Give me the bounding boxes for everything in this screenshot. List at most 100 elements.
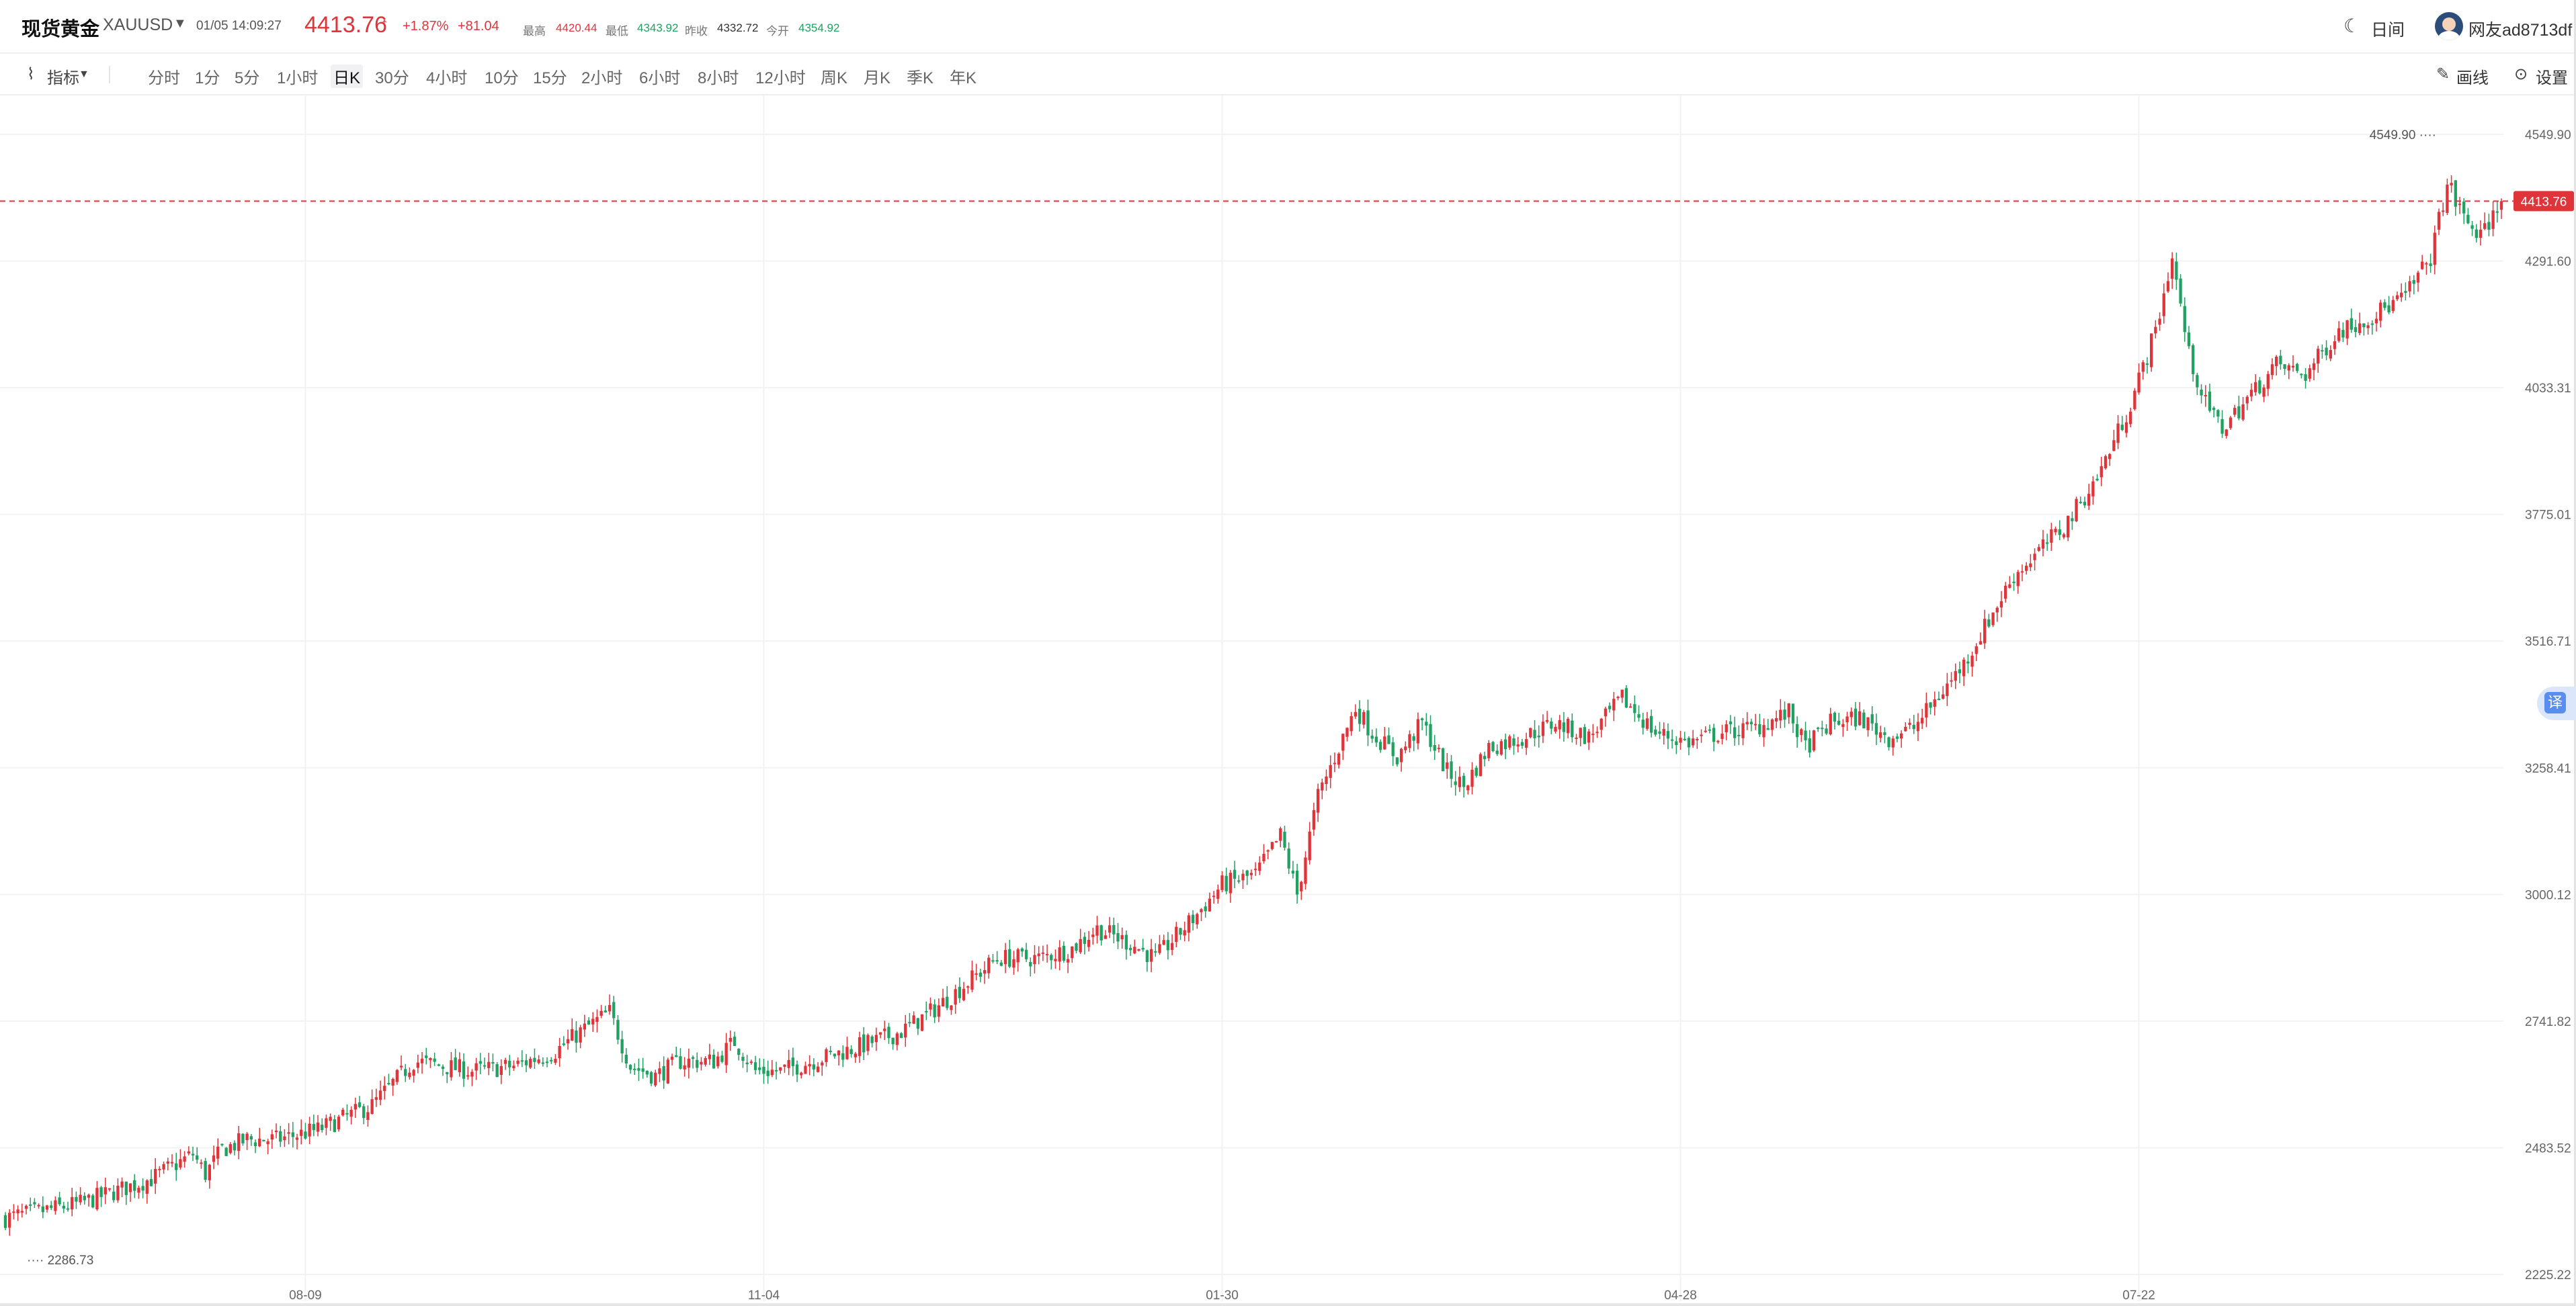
candle-body: [1216, 889, 1220, 899]
candle-body: [1183, 930, 1186, 936]
candle-body: [1508, 736, 1511, 748]
candle-body: [1366, 710, 1370, 736]
candle-body: [1954, 670, 1957, 681]
y-axis-label: 3258.41: [2525, 762, 2571, 776]
interval-6h[interactable]: 6小时: [639, 69, 681, 87]
candle-body: [2329, 349, 2332, 359]
interval-1h[interactable]: 1小时: [277, 69, 319, 87]
candle-body: [1512, 738, 1515, 746]
candle-body: [2300, 374, 2303, 376]
candle-body: [1474, 767, 1478, 776]
candle-body: [2391, 300, 2395, 311]
interval-day-k[interactable]: 日K: [331, 64, 364, 88]
candle-body: [458, 1059, 462, 1072]
candle-body: [1933, 699, 1936, 707]
candle-body: [1845, 716, 1849, 723]
username[interactable]: 网友ad8713df: [2468, 21, 2573, 40]
translate-button[interactable]: 译: [2537, 687, 2576, 720]
candle-body: [2037, 547, 2040, 551]
candle-body: [1220, 875, 1224, 890]
candle-body: [616, 1020, 620, 1040]
candle-body: [62, 1205, 65, 1209]
indicator-icon[interactable]: ⌇: [27, 65, 35, 83]
candle-body: [1866, 717, 1870, 730]
settings-button[interactable]: 设置: [2536, 69, 2568, 87]
translate-icon[interactable]: 译: [2544, 692, 2566, 713]
interval-15min[interactable]: 15分: [533, 69, 567, 87]
moon-icon[interactable]: ☾: [2343, 15, 2361, 36]
interval-month-k[interactable]: 月K: [864, 69, 891, 87]
candle-body: [633, 1068, 636, 1070]
candle-body: [1170, 943, 1174, 950]
interval-1min[interactable]: 1分: [195, 69, 220, 87]
candle-body: [274, 1130, 278, 1133]
candle-body: [1175, 926, 1178, 943]
candle-body: [1854, 708, 1858, 727]
candle-body: [1687, 738, 1691, 748]
candle-body: [183, 1156, 186, 1162]
interval-year-k[interactable]: 年K: [950, 69, 977, 87]
y-axis-label: 2483.52: [2525, 1141, 2571, 1156]
interval-10min[interactable]: 10分: [485, 69, 519, 87]
low-value: 4343.92: [637, 21, 679, 34]
candlestick-chart[interactable]: 4549.90 4291.60 4033.31 3775.01 3516.71 3258.…: [0, 95, 2574, 1306]
interval-week-k[interactable]: 周K: [821, 69, 848, 87]
candle-body: [1446, 762, 1449, 769]
candle-body: [1191, 914, 1195, 924]
candle-body: [308, 1123, 311, 1137]
candle-body: [1416, 719, 1420, 744]
candle-body: [1062, 945, 1066, 961]
avatar[interactable]: [2435, 12, 2463, 40]
candle-body: [2266, 374, 2270, 389]
candle-body: [1654, 729, 1657, 735]
candle-body: [1516, 744, 1520, 747]
day-night-toggle[interactable]: 日间: [2371, 21, 2405, 40]
candle-body: [2287, 365, 2290, 371]
interval-4h[interactable]: 4小时: [426, 69, 468, 87]
candle-body: [1050, 955, 1053, 961]
candle-body: [474, 1063, 478, 1071]
candle-body: [662, 1065, 665, 1081]
interval-5min[interactable]: 5分: [235, 69, 260, 87]
candle-body: [1378, 742, 1382, 750]
interval-12h[interactable]: 12小时: [755, 69, 806, 87]
candle-body: [2012, 581, 2016, 583]
settings-icon[interactable]: ⊙: [2514, 65, 2528, 83]
candle-body: [745, 1062, 749, 1065]
candle-body: [533, 1057, 536, 1062]
candle-body: [1024, 949, 1028, 959]
candle-body: [516, 1060, 520, 1064]
candle-body: [2366, 325, 2370, 329]
candle-body: [1075, 943, 1078, 951]
interval-fenshi[interactable]: 分时: [148, 69, 180, 87]
candle-body: [116, 1185, 120, 1201]
candle-body: [1179, 928, 1182, 935]
candle-body: [383, 1086, 386, 1092]
interval-30min[interactable]: 30分: [375, 69, 409, 87]
high-label: 最高: [523, 25, 546, 38]
candle-body: [891, 1037, 895, 1045]
caret-down-icon[interactable]: ▼: [79, 69, 89, 80]
candle-body: [1045, 954, 1049, 956]
symbol-selector[interactable]: XAUUSD: [103, 15, 173, 34]
candle-body: [783, 1064, 786, 1067]
indicators-button[interactable]: 指标: [47, 69, 79, 87]
interval-2h[interactable]: 2小时: [581, 69, 623, 87]
candle-body: [1729, 721, 1733, 725]
candle-body: [2258, 380, 2261, 394]
candle-body: [829, 1051, 832, 1053]
candle-body: [1920, 717, 1924, 724]
caret-down-icon[interactable]: ▼: [173, 16, 187, 31]
candle-body: [2325, 347, 2328, 355]
candle-body: [1766, 728, 1770, 730]
draw-lines-button[interactable]: 画线: [2456, 69, 2489, 87]
pen-icon[interactable]: ✎: [2436, 65, 2450, 83]
interval-quarter-k[interactable]: 季K: [907, 69, 934, 87]
interval-8h[interactable]: 8小时: [698, 69, 739, 87]
candle-body: [54, 1200, 57, 1211]
candle-body: [1812, 730, 1816, 751]
candle-body: [1908, 722, 1911, 726]
y-axis-label: 2225.22: [2525, 1268, 2571, 1282]
candle-body: [1141, 947, 1145, 950]
candle-body: [1758, 724, 1761, 735]
